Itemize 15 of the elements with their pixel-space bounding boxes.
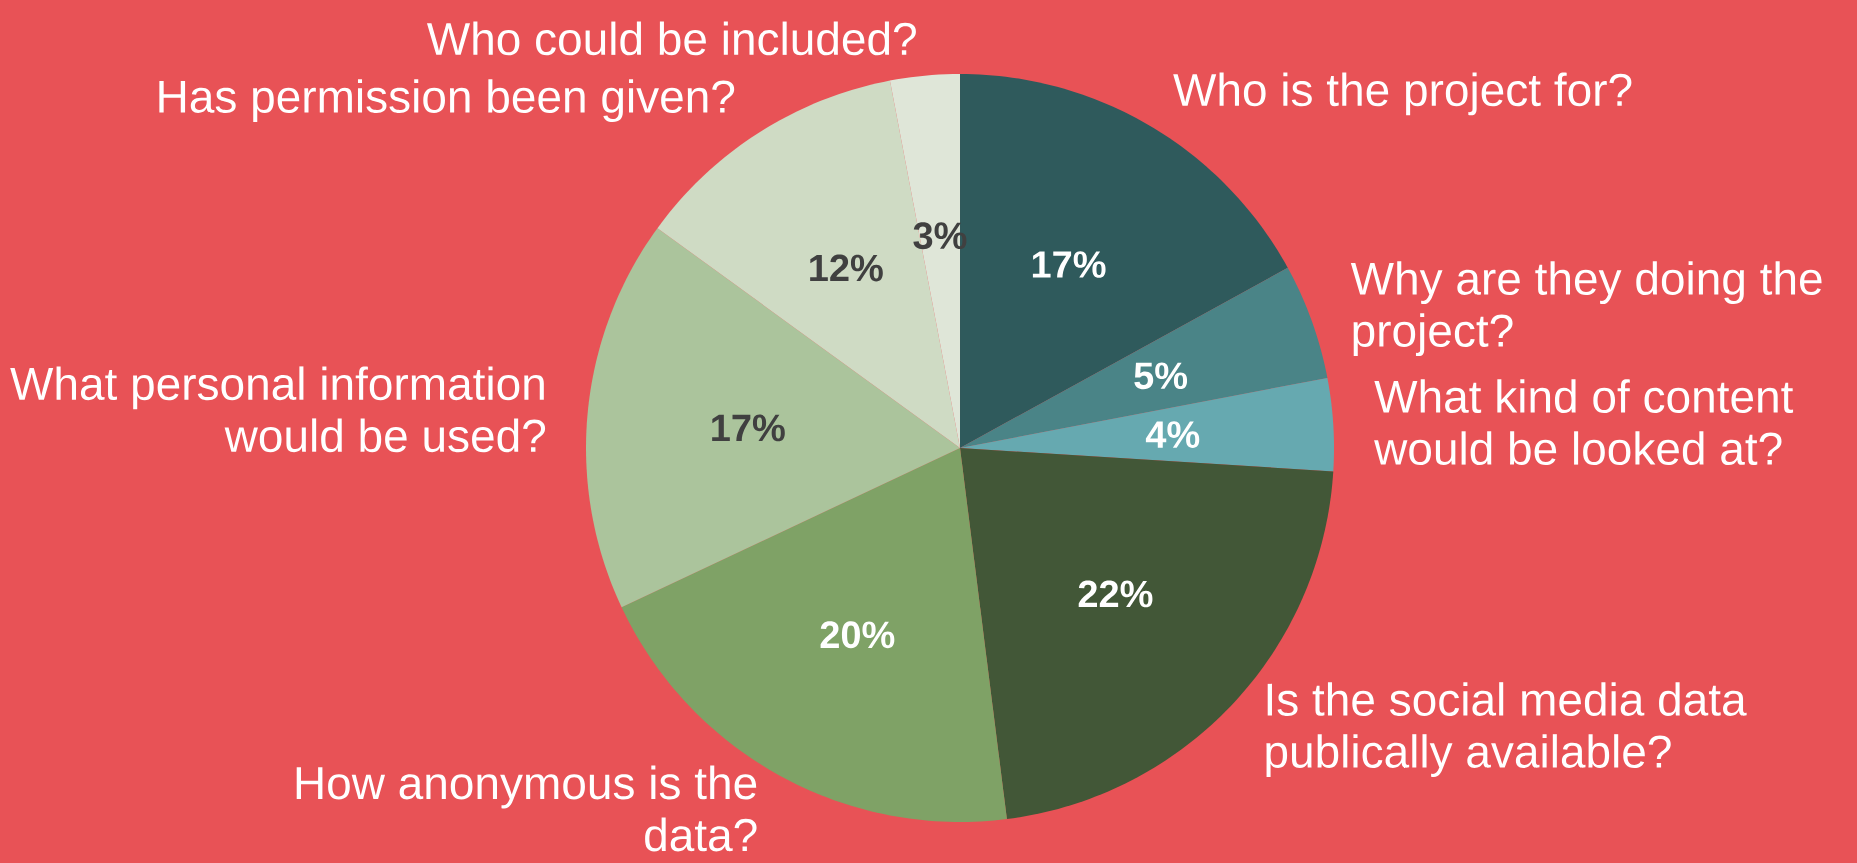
data-label: 17% [712,414,785,442]
data-label: 20% [820,621,895,649]
slice-label: What kind of content would be looked at? [1374,379,1794,466]
slice-label: What personal information would be used? [10,366,546,453]
data-label: 4% [1145,421,1200,448]
data-label: 22% [1078,580,1153,608]
slice-label: Why are they doing the project? [1350,261,1822,357]
slice-label: Has permission been given? [159,79,735,123]
slice-label: How anonymous is the data? [296,765,757,852]
data-label: 12% [810,254,883,282]
slice-label: Is the social media data publically available? [1266,682,1747,778]
data-label: 5% [1134,362,1188,390]
data-label: 17% [1032,251,1106,278]
slice-label: Who could be included? [426,21,916,56]
slice-label: Who is the project for? [1173,72,1632,116]
